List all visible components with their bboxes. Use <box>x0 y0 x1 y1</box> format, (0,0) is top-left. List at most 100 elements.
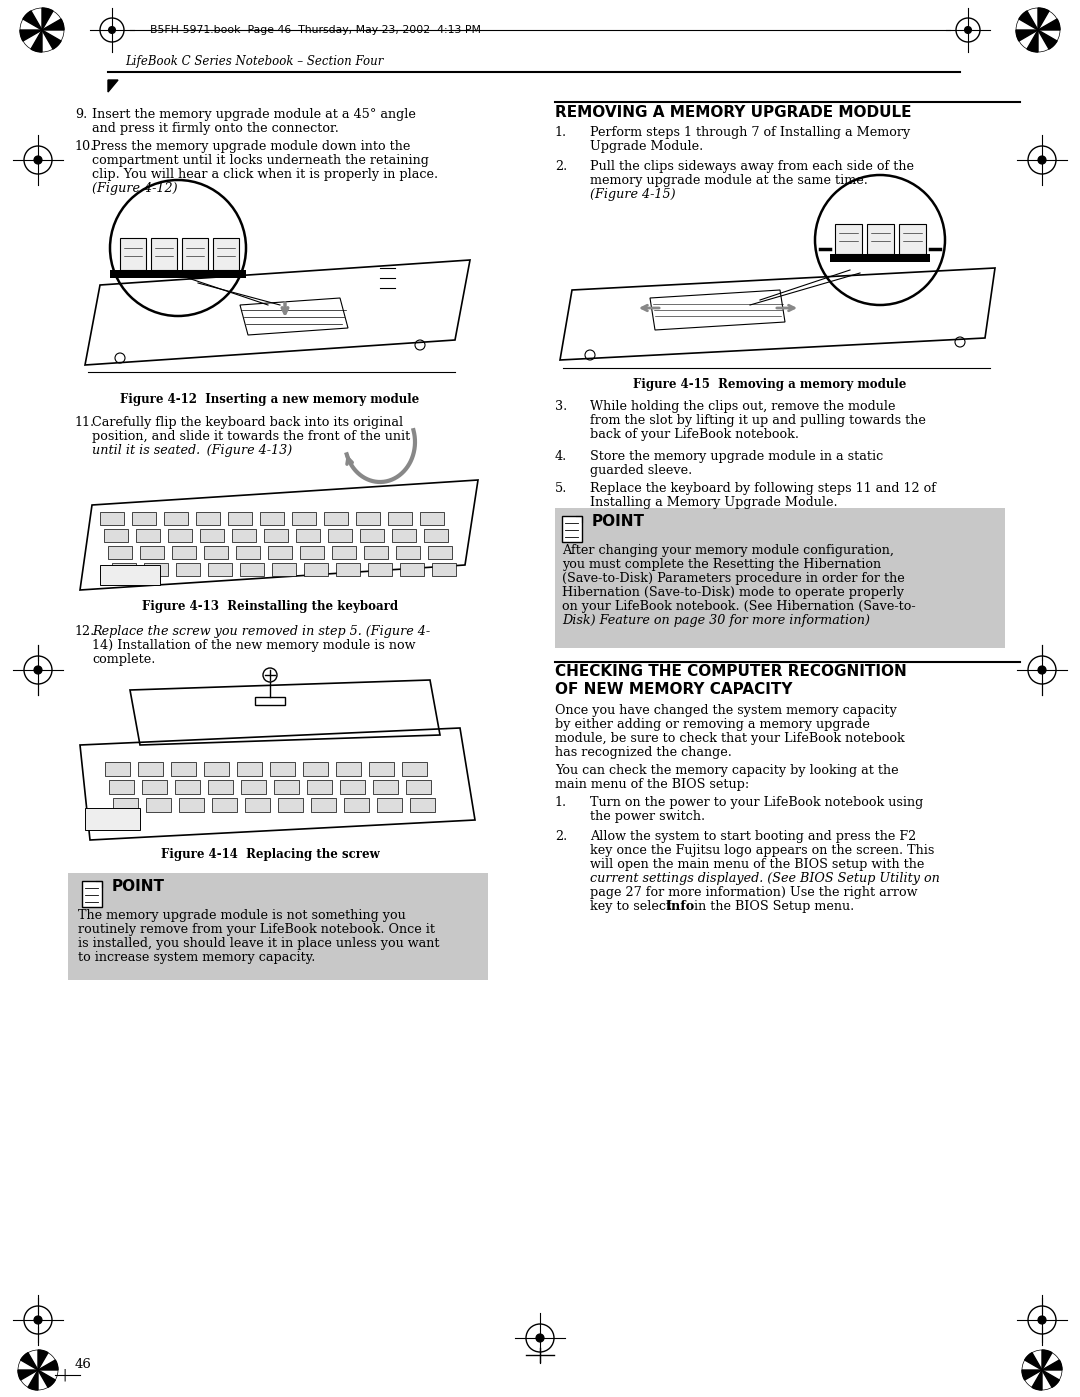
Wedge shape <box>23 11 42 29</box>
Text: 12.: 12. <box>75 624 95 638</box>
FancyBboxPatch shape <box>110 270 246 278</box>
FancyBboxPatch shape <box>260 511 284 525</box>
Text: you must complete the Resetting the Hibernation: you must complete the Resetting the Hibe… <box>562 557 881 571</box>
Text: current settings displayed. (See BIOS Setup Utility on: current settings displayed. (See BIOS Se… <box>590 872 940 886</box>
Wedge shape <box>1027 29 1038 52</box>
Wedge shape <box>42 20 64 29</box>
FancyBboxPatch shape <box>274 780 299 793</box>
FancyBboxPatch shape <box>151 237 177 270</box>
FancyBboxPatch shape <box>179 798 204 812</box>
Text: While holding the clips out, remove the module: While holding the clips out, remove the … <box>590 400 895 414</box>
Text: 1.: 1. <box>555 796 567 809</box>
Wedge shape <box>42 8 53 29</box>
Text: Upgrade Module.: Upgrade Module. <box>590 140 703 154</box>
Text: OF NEW MEMORY CAPACITY: OF NEW MEMORY CAPACITY <box>555 682 793 697</box>
FancyBboxPatch shape <box>241 780 266 793</box>
Text: Turn on the power to your LifeBook notebook using: Turn on the power to your LifeBook noteb… <box>590 796 923 809</box>
FancyBboxPatch shape <box>392 529 416 542</box>
Wedge shape <box>1025 1352 1042 1370</box>
Wedge shape <box>1042 1361 1062 1370</box>
Wedge shape <box>21 29 42 41</box>
FancyBboxPatch shape <box>368 563 392 576</box>
Text: B5FH-5971.book  Page 46  Thursday, May 23, 2002  4:13 PM: B5FH-5971.book Page 46 Thursday, May 23,… <box>150 25 481 35</box>
FancyBboxPatch shape <box>324 511 348 525</box>
Wedge shape <box>1032 1370 1042 1390</box>
Text: Once you have changed the system memory capacity: Once you have changed the system memory … <box>555 704 896 717</box>
FancyBboxPatch shape <box>272 563 296 576</box>
FancyBboxPatch shape <box>82 882 102 907</box>
FancyBboxPatch shape <box>195 511 220 525</box>
FancyBboxPatch shape <box>396 546 420 559</box>
Text: memory upgrade module at the same time.: memory upgrade module at the same time. <box>590 175 868 187</box>
FancyBboxPatch shape <box>369 761 394 775</box>
Text: Figure 4-12  Inserting a new memory module: Figure 4-12 Inserting a new memory modul… <box>120 393 420 407</box>
FancyBboxPatch shape <box>105 761 130 775</box>
Text: Pull the clips sideways away from each side of the: Pull the clips sideways away from each s… <box>590 161 914 173</box>
FancyBboxPatch shape <box>292 511 316 525</box>
Wedge shape <box>42 29 62 49</box>
Wedge shape <box>1042 1350 1052 1370</box>
Text: will open the main menu of the BIOS setup with the: will open the main menu of the BIOS setu… <box>590 858 924 870</box>
Circle shape <box>1038 1316 1045 1324</box>
FancyBboxPatch shape <box>204 761 229 775</box>
FancyBboxPatch shape <box>264 529 288 542</box>
Wedge shape <box>18 1370 38 1380</box>
FancyBboxPatch shape <box>345 798 369 812</box>
Text: Carefully flip the keyboard back into its original: Carefully flip the keyboard back into it… <box>92 416 403 429</box>
FancyBboxPatch shape <box>336 563 360 576</box>
Wedge shape <box>1038 29 1057 49</box>
Wedge shape <box>31 29 42 52</box>
FancyBboxPatch shape <box>364 546 388 559</box>
FancyBboxPatch shape <box>108 546 132 559</box>
FancyBboxPatch shape <box>420 511 444 525</box>
FancyBboxPatch shape <box>831 254 930 263</box>
FancyBboxPatch shape <box>171 761 195 775</box>
Text: REMOVING A MEMORY UPGRADE MODULE: REMOVING A MEMORY UPGRADE MODULE <box>555 105 912 120</box>
FancyBboxPatch shape <box>336 761 361 775</box>
FancyBboxPatch shape <box>168 529 192 542</box>
FancyBboxPatch shape <box>340 780 365 793</box>
Text: 5.: 5. <box>555 482 567 495</box>
Wedge shape <box>1042 1370 1059 1387</box>
FancyBboxPatch shape <box>213 237 239 270</box>
Text: complete.: complete. <box>92 652 156 666</box>
Circle shape <box>35 1316 42 1324</box>
Circle shape <box>35 156 42 163</box>
FancyBboxPatch shape <box>555 509 1005 648</box>
FancyBboxPatch shape <box>300 546 324 559</box>
FancyBboxPatch shape <box>212 798 237 812</box>
FancyBboxPatch shape <box>373 780 399 793</box>
FancyBboxPatch shape <box>388 511 411 525</box>
FancyBboxPatch shape <box>228 511 252 525</box>
Text: is installed, you should leave it in place unless you want: is installed, you should leave it in pla… <box>78 937 440 950</box>
Text: guarded sleeve.: guarded sleeve. <box>590 464 692 476</box>
Circle shape <box>35 666 42 673</box>
Text: key to select: key to select <box>590 900 675 914</box>
Circle shape <box>536 1334 544 1343</box>
FancyBboxPatch shape <box>428 546 453 559</box>
FancyBboxPatch shape <box>424 529 448 542</box>
FancyBboxPatch shape <box>835 224 862 254</box>
FancyBboxPatch shape <box>136 529 160 542</box>
FancyBboxPatch shape <box>406 780 431 793</box>
FancyBboxPatch shape <box>113 798 138 812</box>
Text: CHECKING THE COMPUTER RECOGNITION: CHECKING THE COMPUTER RECOGNITION <box>555 664 907 679</box>
Text: Figure 4-15  Removing a memory module: Figure 4-15 Removing a memory module <box>633 379 907 391</box>
Text: from the slot by lifting it up and pulling towards the: from the slot by lifting it up and pulli… <box>590 414 926 427</box>
Text: Disk) Feature on page 30 for more information): Disk) Feature on page 30 for more inform… <box>562 615 870 627</box>
Wedge shape <box>21 1352 38 1370</box>
Polygon shape <box>108 80 118 92</box>
Text: Replace the keyboard by following steps 11 and 12 of: Replace the keyboard by following steps … <box>590 482 936 495</box>
Text: The memory upgrade module is not something you: The memory upgrade module is not somethi… <box>78 909 406 922</box>
Text: (Figure 4-12): (Figure 4-12) <box>92 182 177 196</box>
FancyBboxPatch shape <box>303 761 328 775</box>
FancyBboxPatch shape <box>237 546 260 559</box>
FancyBboxPatch shape <box>867 224 894 254</box>
Text: 4.: 4. <box>555 450 567 462</box>
FancyBboxPatch shape <box>175 780 200 793</box>
FancyBboxPatch shape <box>208 563 232 576</box>
FancyBboxPatch shape <box>120 237 146 270</box>
FancyBboxPatch shape <box>270 761 295 775</box>
Text: Figure 4-14  Replacing the screw: Figure 4-14 Replacing the screw <box>161 848 379 861</box>
FancyBboxPatch shape <box>245 798 270 812</box>
